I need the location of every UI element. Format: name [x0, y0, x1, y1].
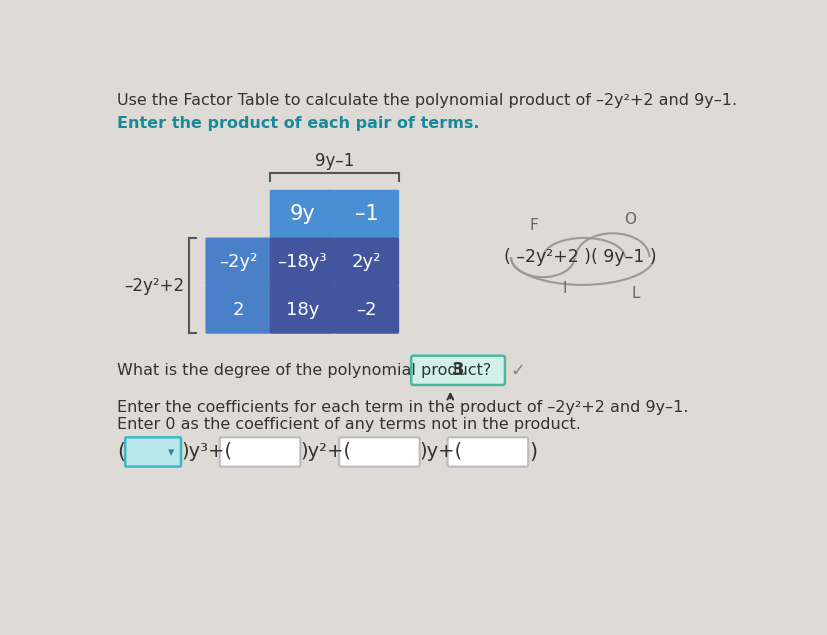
FancyBboxPatch shape: [339, 438, 419, 467]
FancyBboxPatch shape: [125, 438, 181, 467]
Text: 18y: 18y: [285, 300, 318, 319]
Text: ): ): [528, 442, 537, 462]
Text: 2y²: 2y²: [351, 253, 381, 271]
Text: –2y²+2: –2y²+2: [124, 277, 184, 295]
Text: ( –2y²+2 )( 9y–1 ): ( –2y²+2 )( 9y–1 ): [503, 248, 656, 266]
FancyBboxPatch shape: [333, 190, 399, 238]
Text: ✓: ✓: [509, 361, 525, 379]
Text: Enter 0 as the coefficient of any terms not in the product.: Enter 0 as the coefficient of any terms …: [117, 417, 581, 432]
Text: )y²+(: )y²+(: [300, 443, 351, 462]
FancyBboxPatch shape: [205, 285, 270, 334]
Text: 9y–1: 9y–1: [314, 152, 354, 170]
Text: –2: –2: [356, 300, 376, 319]
FancyBboxPatch shape: [333, 285, 399, 334]
Text: –18y³: –18y³: [277, 253, 327, 271]
FancyBboxPatch shape: [205, 237, 270, 286]
Text: –2y²: –2y²: [218, 253, 257, 271]
Text: O: O: [624, 212, 636, 227]
Text: Enter the product of each pair of terms.: Enter the product of each pair of terms.: [117, 116, 480, 131]
Text: –1: –1: [355, 204, 378, 224]
FancyBboxPatch shape: [270, 285, 334, 334]
Text: )y³+(: )y³+(: [181, 443, 232, 462]
Text: F: F: [528, 218, 538, 232]
Text: )y+(: )y+(: [419, 443, 462, 462]
Text: 3: 3: [452, 361, 464, 379]
Text: ▾: ▾: [168, 446, 174, 459]
FancyBboxPatch shape: [219, 438, 300, 467]
FancyBboxPatch shape: [447, 438, 528, 467]
Text: 9y: 9y: [289, 204, 315, 224]
FancyBboxPatch shape: [270, 237, 334, 286]
Text: Use the Factor Table to calculate the polynomial product of –2y²+2 and 9y–1.: Use the Factor Table to calculate the po…: [117, 93, 737, 108]
Text: L: L: [631, 286, 639, 300]
Text: 2: 2: [232, 300, 243, 319]
Text: I: I: [562, 281, 566, 296]
FancyBboxPatch shape: [411, 356, 504, 385]
FancyBboxPatch shape: [270, 190, 334, 238]
Text: What is the degree of the polynomial product?: What is the degree of the polynomial pro…: [117, 363, 491, 378]
Text: (: (: [117, 442, 126, 462]
FancyBboxPatch shape: [333, 237, 399, 286]
Text: Enter the coefficients for each term in the product of –2y²+2 and 9y–1.: Enter the coefficients for each term in …: [117, 399, 688, 415]
